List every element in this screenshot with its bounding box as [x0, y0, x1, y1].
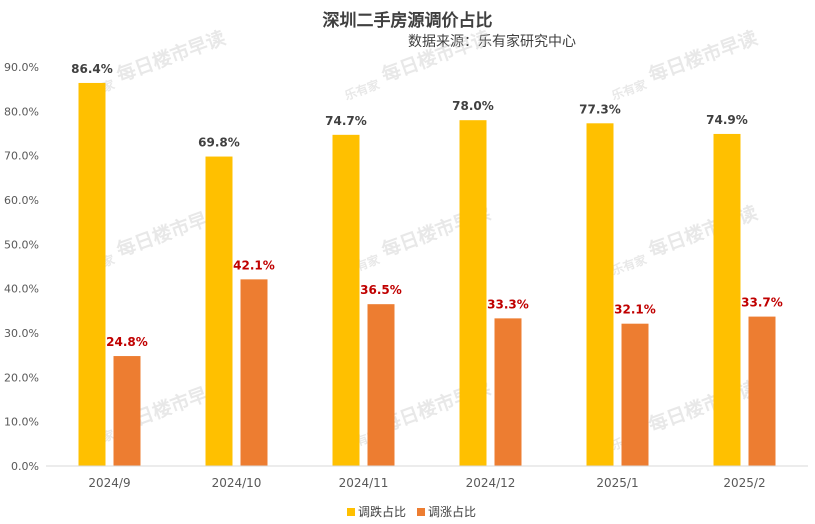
x-tick-label: 2024/9 — [88, 476, 130, 490]
data-label: 33.3% — [487, 297, 529, 311]
y-tick-label: 80.0% — [4, 105, 39, 118]
legend: 调跌占比 调涨占比 — [347, 504, 476, 519]
data-label: 78.0% — [452, 99, 494, 113]
data-label: 74.7% — [325, 114, 367, 128]
y-tick-label: 20.0% — [4, 371, 39, 384]
watermark-text: 每日楼市早读 — [378, 26, 493, 87]
watermark-text: 每日楼市早读 — [645, 201, 760, 262]
y-tick-label: 30.0% — [4, 327, 39, 340]
data-label: 33.7% — [741, 296, 783, 310]
y-tick-label: 40.0% — [4, 283, 39, 296]
y-tick-label: 50.0% — [4, 238, 39, 251]
data-label: 69.8% — [198, 136, 240, 150]
chart-source: 数据来源：乐有家研究中心 — [408, 34, 576, 50]
data-label: 74.9% — [706, 113, 748, 127]
chart-title: 深圳二手房源调价占比 — [322, 11, 493, 31]
y-axis: 0.0% 10.0% 20.0% 30.0% 40.0% 50.0% 60.0% 70.0% 8… — [4, 61, 39, 473]
bar — [713, 133, 741, 466]
watermark-logo: 乐有家 — [609, 76, 649, 103]
y-tick-label: 10.0% — [4, 416, 39, 429]
watermark-logo: 乐有家 — [609, 251, 649, 278]
y-tick-label: 0.0% — [11, 460, 39, 473]
watermark-text: 每日楼市早读 — [113, 26, 228, 87]
watermark-layer: 乐有家每日楼市早读乐有家每日楼市早读乐有家每日楼市早读乐有家每日楼市早读乐有家每… — [77, 26, 760, 453]
x-tick-label: 2024/10 — [212, 476, 262, 490]
data-label: 36.5% — [360, 283, 402, 297]
bar — [494, 318, 522, 466]
data-label: 42.1% — [233, 258, 275, 272]
watermark-logo: 乐有家 — [342, 76, 382, 103]
bar — [586, 123, 614, 466]
y-tick-label: 90.0% — [4, 61, 39, 74]
bar — [459, 120, 487, 466]
y-tick-label: 70.0% — [4, 150, 39, 163]
legend-item: 调跌占比 — [347, 504, 406, 519]
legend-label: 调跌占比 — [358, 504, 406, 519]
legend-item: 调涨占比 — [417, 504, 476, 519]
bar — [621, 323, 649, 466]
bar — [332, 134, 360, 466]
bar — [113, 356, 141, 466]
x-axis-labels: 2024/9 2024/10 2024/11 2024/12 2025/1 2025/2 — [88, 476, 765, 490]
data-label: 32.1% — [614, 303, 656, 317]
y-tick-label: 60.0% — [4, 194, 39, 207]
bar — [748, 316, 776, 466]
x-tick-label: 2024/11 — [339, 476, 389, 490]
data-label: 24.8% — [106, 335, 148, 349]
data-label: 77.3% — [579, 102, 621, 116]
bar — [78, 82, 106, 467]
legend-swatch — [347, 508, 355, 516]
bar — [240, 279, 268, 466]
watermark-text: 每日楼市早读 — [645, 26, 760, 87]
legend-swatch — [417, 508, 425, 516]
legend-label: 调涨占比 — [428, 504, 476, 519]
x-tick-label: 2025/1 — [596, 476, 638, 490]
watermark-text: 每日楼市早读 — [645, 376, 760, 437]
bars-layer: 86.4% 24.8% 69.8% 42.1% 74.7% 36.5% 78.0% 33.3%… — [71, 62, 783, 467]
x-tick-label: 2025/2 — [723, 476, 765, 490]
x-tick-label: 2024/12 — [466, 476, 516, 490]
bar — [205, 156, 233, 466]
data-label: 86.4% — [71, 62, 113, 76]
bar — [367, 304, 395, 466]
